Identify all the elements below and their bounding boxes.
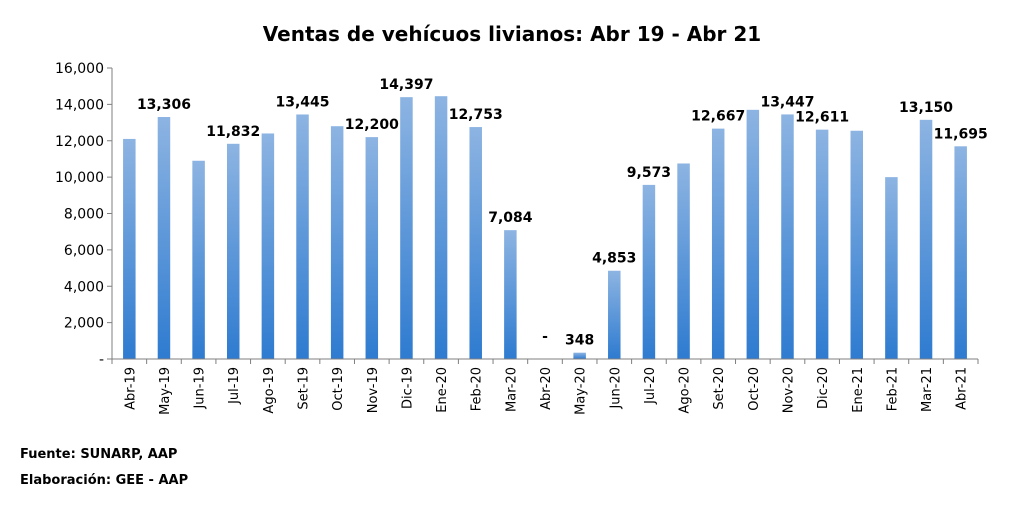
x-tick-label: Ago-19 xyxy=(262,367,277,414)
y-tick-label: 2,000 xyxy=(64,316,104,332)
elaboration-note: Elaboración: GEE - AAP xyxy=(20,473,189,488)
x-tick-label: Ene-21 xyxy=(851,367,866,413)
bar xyxy=(504,230,517,359)
source-note: Fuente: SUNARP, AAP xyxy=(20,447,178,462)
bar xyxy=(330,126,344,359)
bar-chart: - 2,000 4,000 6,000 8,000 10,000 12,000 14,000 1… xyxy=(55,61,988,415)
bar xyxy=(434,96,448,360)
x-tick-label: Jul-20 xyxy=(643,367,658,405)
x-tick-label: Abr-19 xyxy=(123,367,138,410)
data-label: 13,150 xyxy=(899,100,953,116)
bar xyxy=(123,138,136,359)
bar xyxy=(400,97,413,359)
x-tick-label: Oct-19 xyxy=(331,367,346,411)
bar xyxy=(815,129,829,359)
y-tick-label: 6,000 xyxy=(64,243,104,259)
bar xyxy=(226,143,240,359)
y-tick-label: 16,000 xyxy=(55,61,104,77)
x-tick-label: Jun-20 xyxy=(608,367,623,410)
data-label: 13,445 xyxy=(276,94,330,110)
bar xyxy=(711,128,725,359)
data-label: 348 xyxy=(565,333,594,349)
bar xyxy=(746,109,760,359)
bar xyxy=(469,127,482,359)
bar xyxy=(365,137,379,359)
bar xyxy=(157,116,171,359)
y-tick-label: 14,000 xyxy=(55,97,104,113)
data-label: 12,611 xyxy=(795,110,849,126)
x-tick-label: May-19 xyxy=(158,367,173,415)
x-tick-label: Ene-20 xyxy=(435,367,450,413)
data-label: 14,397 xyxy=(379,77,433,93)
chart-title: Ventas de vehícuos livianos: Abr 19 - Ab… xyxy=(262,22,762,46)
bar xyxy=(885,177,898,359)
y-axis: - 2,000 4,000 6,000 8,000 10,000 12,000 14,000 1… xyxy=(55,61,113,368)
x-tick-label: Jun-19 xyxy=(193,367,208,410)
x-tick-label: Ago-20 xyxy=(678,367,693,414)
data-label: 12,200 xyxy=(345,117,399,133)
bar xyxy=(261,133,275,359)
y-tick-label: 8,000 xyxy=(64,207,104,223)
x-tick-label: Abr-20 xyxy=(539,367,554,410)
bar xyxy=(642,184,656,359)
x-tick-label: Jul-19 xyxy=(227,367,242,405)
y-tick-label: 10,000 xyxy=(55,170,104,186)
bar xyxy=(608,270,621,359)
x-tick-label: Set-19 xyxy=(297,367,312,410)
x-tick-label: Oct-20 xyxy=(747,367,762,411)
bar xyxy=(192,160,205,359)
x-tick-label: Mar-21 xyxy=(920,367,935,412)
x-tick-label: May-20 xyxy=(574,367,589,415)
x-axis: Abr-19 May-19 Jun-19 Jul-19 Ago-19 Set-19 Oct-… xyxy=(111,358,979,415)
y-tick-label: - xyxy=(99,352,104,368)
data-label: 11,832 xyxy=(206,124,260,140)
data-label: 13,306 xyxy=(137,97,191,113)
x-tick-label: Abr-21 xyxy=(955,367,970,410)
x-tick-label: Nov-20 xyxy=(781,367,796,413)
bar xyxy=(919,119,933,359)
bar xyxy=(781,114,794,360)
x-tick-label: Dic-19 xyxy=(400,367,415,409)
x-tick-label: Mar-20 xyxy=(504,367,519,412)
bar xyxy=(573,352,586,359)
x-tick-label: Nov-19 xyxy=(366,367,381,413)
bar-series xyxy=(123,96,967,360)
x-tick-label: Feb-20 xyxy=(470,367,485,411)
y-tick-label: 4,000 xyxy=(64,279,104,295)
data-label: 12,753 xyxy=(449,107,503,123)
bar xyxy=(850,130,864,359)
data-label: 4,853 xyxy=(592,251,636,267)
x-tick-label: Set-20 xyxy=(712,367,727,410)
x-tick-label: Feb-21 xyxy=(885,367,900,411)
bar xyxy=(954,146,967,359)
data-label: 7,084 xyxy=(488,210,533,226)
data-label: - xyxy=(542,329,548,345)
data-label: 12,667 xyxy=(691,109,745,125)
data-label: 9,573 xyxy=(627,165,671,181)
data-label: 11,695 xyxy=(934,126,988,142)
bar xyxy=(296,114,309,360)
data-label: 13,447 xyxy=(760,94,814,110)
y-tick-label: 12,000 xyxy=(55,134,104,150)
bar xyxy=(677,163,690,359)
data-labels: 13,306 11,832 13,445 12,200 14,397 12,753 7,08… xyxy=(137,77,988,349)
x-tick-label: Dic-20 xyxy=(816,367,831,409)
